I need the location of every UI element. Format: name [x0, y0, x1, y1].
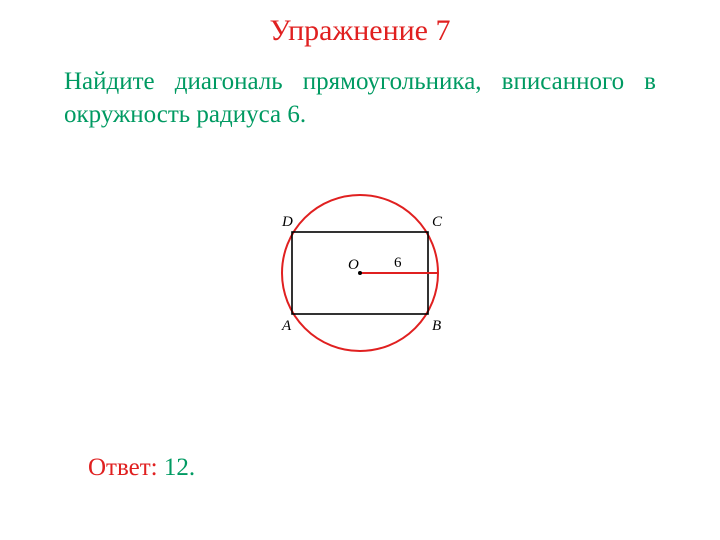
- label-o: O: [348, 257, 359, 273]
- slide: Упражнение 7 Найдите диагональ прямоугол…: [0, 0, 720, 540]
- answer-value: 12.: [164, 454, 195, 481]
- label-c: C: [432, 214, 443, 230]
- geometry-diagram: A B C D O 6: [254, 178, 466, 373]
- exercise-title: Упражнение 7: [0, 14, 720, 48]
- label-b: B: [432, 318, 441, 334]
- diagram-svg: A B C D O 6: [254, 178, 466, 368]
- answer-label: Ответ:: [88, 454, 158, 481]
- label-a: A: [281, 318, 292, 334]
- answer-line: Ответ: 12.: [88, 454, 195, 482]
- problem-text: Найдите диагональ прямоугольника, вписан…: [64, 66, 656, 131]
- label-d: D: [281, 214, 293, 230]
- label-radius-value: 6: [394, 255, 402, 271]
